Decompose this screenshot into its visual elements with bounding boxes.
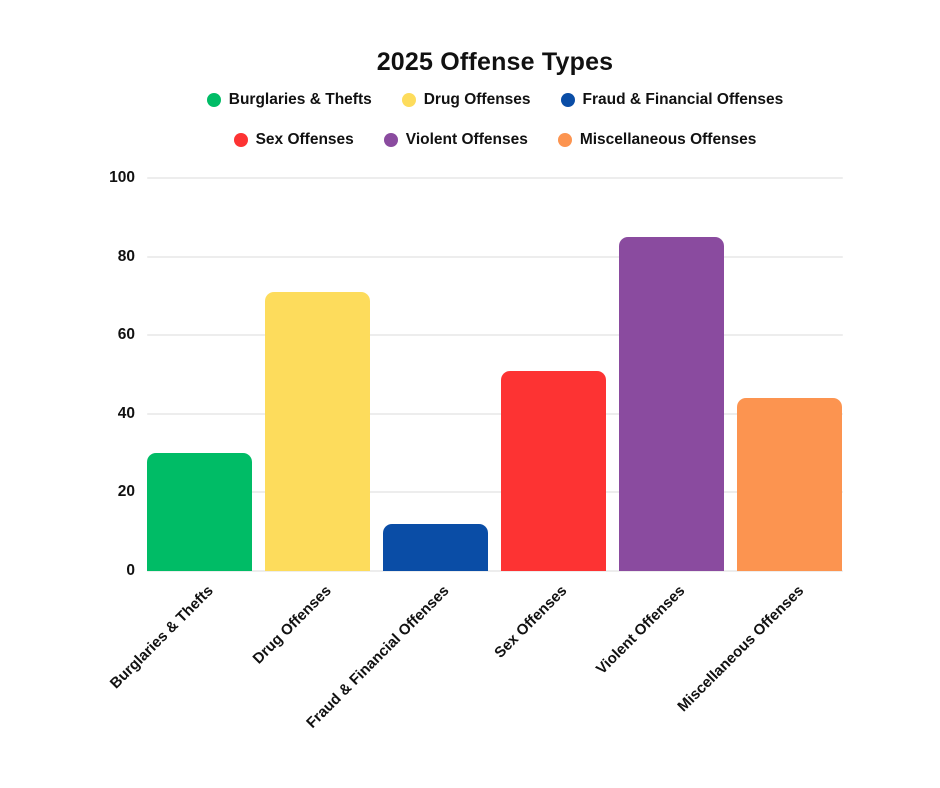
x-axis-label-fraud-financial-offenses: Fraud & Financial Offenses xyxy=(303,582,453,732)
y-axis-tick-80: 80 xyxy=(117,247,135,265)
legend-item-burglaries-thefts: Burglaries & Thefts xyxy=(206,91,372,109)
bar-drug-offenses xyxy=(265,291,370,571)
legend-dot-icon xyxy=(557,133,572,147)
legend-label: Miscellaneous Offenses xyxy=(579,131,757,148)
x-axis-label-sex-offenses: Sex Offenses xyxy=(491,582,571,662)
bar-fraud-financial-offenses xyxy=(383,523,488,571)
x-axis-label-miscellaneous-offenses: Miscellaneous Offenses xyxy=(673,582,807,716)
x-axis-label-violent-offenses: Violent Offenses xyxy=(593,582,689,678)
legend-item-drug-offenses: Drug Offenses xyxy=(401,91,531,109)
legend-dot-icon xyxy=(401,93,416,107)
legend-item-miscellaneous-offenses: Miscellaneous Offenses xyxy=(557,131,757,149)
legend-item-violent-offenses: Violent Offenses xyxy=(383,131,528,149)
y-axis-tick-20: 20 xyxy=(117,483,135,501)
chart-legend: Burglaries & Thefts Drug Offenses Fraud & … xyxy=(50,91,940,149)
gridline-y-80 xyxy=(147,255,843,258)
legend-dot-icon xyxy=(560,93,575,107)
y-axis-tick-40: 40 xyxy=(117,404,135,422)
legend-dot-icon xyxy=(233,133,248,147)
legend-label: Fraud & Financial Offenses xyxy=(582,91,784,108)
x-axis-label-burglaries-thefts: Burglaries & Thefts xyxy=(106,582,217,693)
legend-row: Burglaries & Thefts Drug Offenses Fraud & … xyxy=(206,91,784,109)
y-axis-tick-0: 0 xyxy=(126,562,135,579)
bar-sex-offenses xyxy=(501,370,606,571)
y-axis-tick-60: 60 xyxy=(117,326,135,344)
x-axis-label-drug-offenses: Drug Offenses xyxy=(249,582,335,668)
gridline-y-100 xyxy=(147,177,843,179)
legend-row: Sex Offenses Violent Offenses Miscellaneou… xyxy=(233,131,757,149)
y-axis-tick-100: 100 xyxy=(109,169,135,186)
bar-violent-offenses xyxy=(619,236,724,571)
legend-dot-icon xyxy=(383,133,398,147)
gridline-y-60 xyxy=(147,334,843,337)
gridline-y-0 xyxy=(147,570,843,572)
gridline-y-40 xyxy=(147,412,843,415)
bar-miscellaneous-offenses xyxy=(737,398,842,571)
legend-label: Sex Offenses xyxy=(255,131,354,148)
legend-item-fraud-financial-offenses: Fraud & Financial Offenses xyxy=(560,91,784,109)
chart-header: 2025 Offense Types Burglaries & Thefts Dr… xyxy=(50,0,940,149)
legend-item-sex-offenses: Sex Offenses xyxy=(233,131,354,149)
legend-label: Drug Offenses xyxy=(423,91,531,108)
bar-burglaries-thefts xyxy=(147,453,252,571)
chart-title: 2025 Offense Types xyxy=(376,48,614,76)
legend-label: Burglaries & Thefts xyxy=(228,91,372,108)
gridline-y-20 xyxy=(147,491,843,494)
legend-label: Violent Offenses xyxy=(405,131,528,148)
legend-dot-icon xyxy=(206,93,221,107)
